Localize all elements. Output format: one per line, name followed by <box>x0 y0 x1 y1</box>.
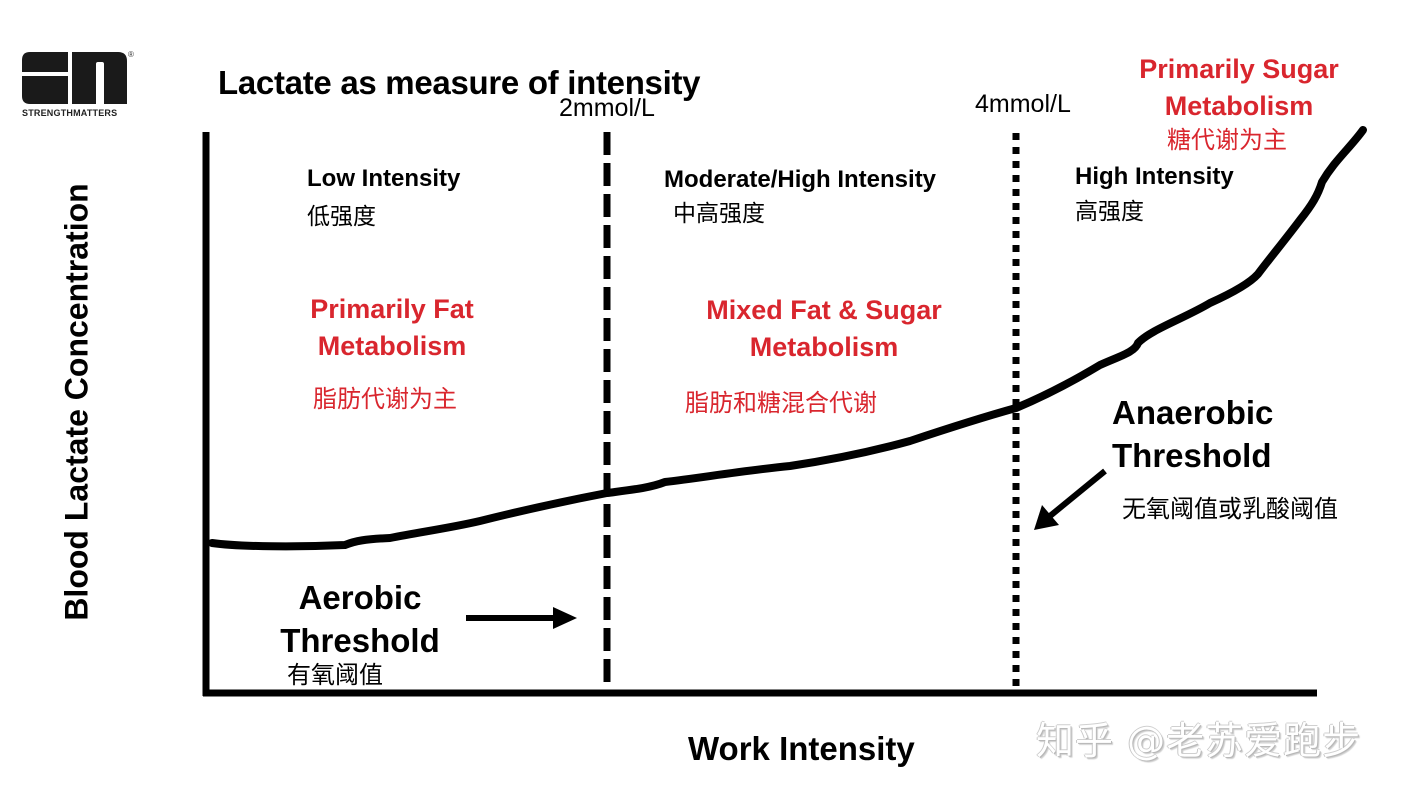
anaerobic-arrow-icon <box>1034 468 1107 530</box>
anaerobic-threshold-cn: 无氧阈值或乳酸阈值 <box>1122 495 1338 523</box>
mixed-metabolism-label: Mixed Fat & Sugar Metabolism <box>674 292 974 366</box>
anaerobic-threshold-label: Anaerobic Threshold <box>1112 391 1273 477</box>
sugar-metabolism-cn: 糖代谢为主 <box>1167 126 1287 154</box>
fat-metabolism-line2: Metabolism <box>317 331 467 361</box>
zone-moderate-high-intensity-cn: 中高强度 <box>673 201 765 227</box>
sugar-metabolism-label: Primarily Sugar Metabolism <box>1114 51 1364 125</box>
zone-high-intensity-cn: 高强度 <box>1075 199 1144 225</box>
logo-wordmark: STRENGTHMATTERS <box>22 108 118 118</box>
fat-metabolism-label: Primarily Fat Metabolism <box>292 291 492 365</box>
lactate-curve <box>208 126 1367 551</box>
label-2mmol: 2mmol/L <box>559 94 655 122</box>
aerobic-threshold-line2: Threshold <box>280 622 440 659</box>
sugar-metabolism-line2: Metabolism <box>1164 91 1314 121</box>
mixed-metabolism-line1: Mixed Fat & Sugar <box>706 295 942 325</box>
zone-low-intensity-cn: 低强度 <box>307 204 376 230</box>
y-axis-label: Blood Lactate Concentration <box>58 183 95 621</box>
mixed-metabolism-line2: Metabolism <box>749 332 899 362</box>
zhihu-watermark: 知乎 @老苏爱跑步 <box>1036 719 1362 763</box>
aerobic-threshold-cn: 有氧阈值 <box>287 661 383 689</box>
x-axis-label: Work Intensity <box>688 730 915 767</box>
logo-mark-icon <box>22 52 127 104</box>
strengthmatters-logo: ® STRENGTHMATTERS <box>22 50 134 122</box>
aerobic-threshold-line1: Aerobic <box>298 579 422 616</box>
zone-low-intensity-label: Low Intensity <box>307 165 461 192</box>
label-4mmol: 4mmol/L <box>975 90 1071 118</box>
fat-metabolism-line1: Primarily Fat <box>310 294 474 324</box>
chart-title: Lactate as measure of intensity <box>218 64 701 101</box>
mixed-metabolism-cn: 脂肪和糖混合代谢 <box>685 389 877 417</box>
aerobic-threshold-label: Aerobic Threshold <box>265 576 455 662</box>
registered-mark: ® <box>128 50 134 59</box>
sugar-metabolism-line1: Primarily Sugar <box>1139 54 1339 84</box>
fat-metabolism-cn: 脂肪代谢为主 <box>313 385 457 413</box>
anaerobic-threshold-line2: Threshold <box>1112 437 1272 474</box>
zone-moderate-high-intensity-label: Moderate/High Intensity <box>664 166 937 193</box>
aerobic-arrow-icon <box>466 607 577 629</box>
anaerobic-threshold-line1: Anaerobic <box>1112 394 1274 431</box>
zone-high-intensity-label: High Intensity <box>1075 163 1234 190</box>
